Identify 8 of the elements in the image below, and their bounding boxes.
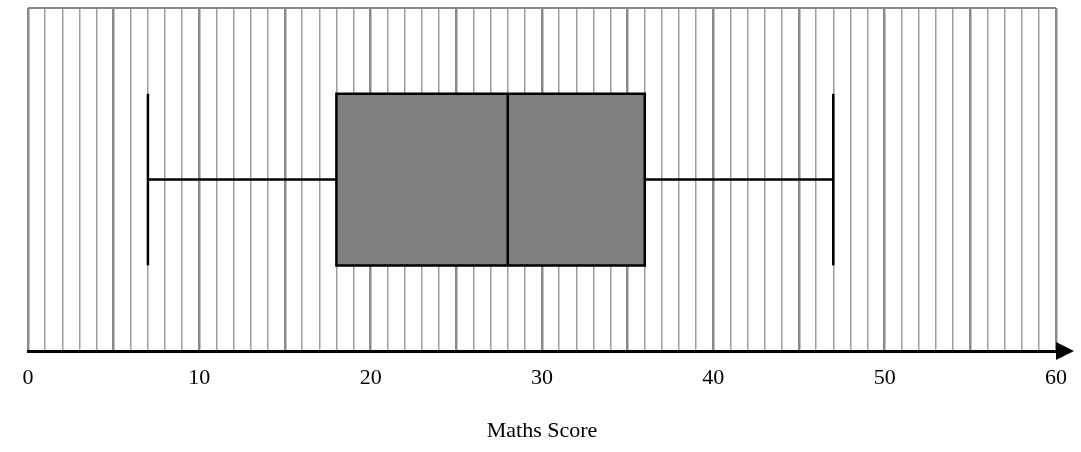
x-tick-label: 10 — [188, 364, 211, 390]
x-tick-label: 60 — [1045, 364, 1067, 390]
x-axis-title: Maths Score — [486, 416, 598, 442]
x-tick-label: 20 — [359, 364, 382, 390]
x-tick-label: 30 — [531, 364, 553, 390]
x-tick-label: 50 — [873, 364, 896, 390]
x-tick-label: 40 — [702, 364, 725, 390]
x-tick-label: 0 — [22, 364, 34, 390]
